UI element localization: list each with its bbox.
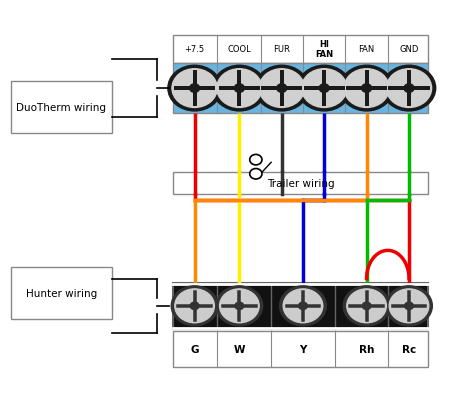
Circle shape: [362, 85, 372, 93]
Circle shape: [216, 286, 263, 326]
Text: Rc: Rc: [402, 344, 416, 354]
Circle shape: [386, 70, 432, 108]
Text: FAN: FAN: [358, 45, 375, 54]
Circle shape: [383, 66, 436, 112]
Circle shape: [217, 70, 262, 108]
Circle shape: [319, 85, 329, 93]
Circle shape: [277, 85, 287, 93]
Circle shape: [343, 286, 390, 326]
Circle shape: [340, 66, 393, 112]
Text: COOL: COOL: [228, 45, 251, 54]
Text: GND: GND: [399, 45, 419, 54]
Text: G: G: [191, 344, 199, 354]
Bar: [173, 283, 428, 329]
Circle shape: [175, 289, 214, 323]
Bar: [11, 82, 112, 134]
Circle shape: [386, 286, 432, 326]
Circle shape: [234, 85, 244, 93]
Circle shape: [255, 66, 309, 112]
Text: Trailer wiring: Trailer wiring: [267, 179, 335, 188]
Circle shape: [235, 303, 244, 310]
Bar: [173, 64, 428, 114]
Text: DuoTherm wiring: DuoTherm wiring: [17, 103, 107, 113]
Circle shape: [213, 66, 266, 112]
Circle shape: [299, 303, 307, 310]
Text: W: W: [234, 344, 245, 354]
Circle shape: [250, 155, 262, 166]
Bar: [173, 331, 428, 367]
Text: Rh: Rh: [359, 344, 374, 354]
Circle shape: [389, 289, 429, 323]
Circle shape: [405, 303, 413, 310]
Circle shape: [172, 70, 217, 108]
Bar: [173, 36, 428, 64]
Circle shape: [259, 70, 304, 108]
Circle shape: [362, 303, 371, 310]
Circle shape: [404, 85, 414, 93]
Circle shape: [283, 289, 323, 323]
Circle shape: [219, 289, 259, 323]
Circle shape: [298, 66, 351, 112]
Text: Hunter wiring: Hunter wiring: [26, 288, 97, 298]
Circle shape: [347, 289, 386, 323]
Circle shape: [168, 66, 221, 112]
Text: FUR: FUR: [273, 45, 290, 54]
Circle shape: [250, 169, 262, 179]
Circle shape: [280, 286, 326, 326]
Text: +7.5: +7.5: [184, 45, 205, 54]
Circle shape: [190, 85, 200, 93]
Circle shape: [301, 70, 347, 108]
Text: HI
FAN: HI FAN: [315, 40, 333, 59]
Text: Y: Y: [299, 344, 307, 354]
Circle shape: [344, 70, 389, 108]
Circle shape: [171, 286, 218, 326]
Bar: [173, 173, 428, 194]
Circle shape: [190, 303, 199, 310]
Bar: [11, 267, 112, 319]
